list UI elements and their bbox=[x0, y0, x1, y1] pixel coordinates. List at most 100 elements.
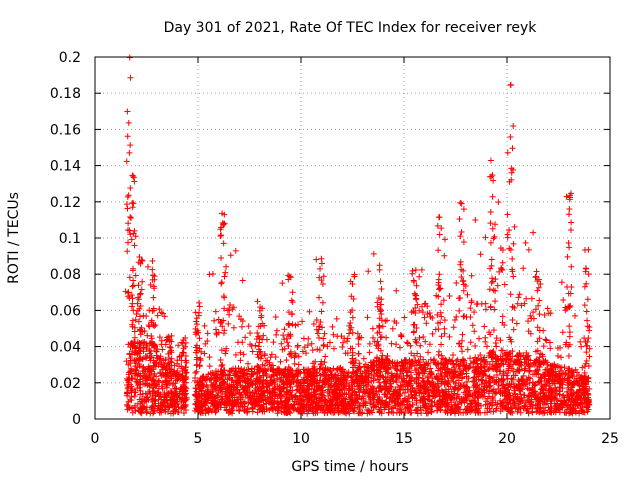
data-point bbox=[483, 377, 490, 384]
data-point bbox=[125, 371, 132, 378]
data-point bbox=[294, 342, 301, 349]
data-point bbox=[365, 379, 372, 386]
data-point bbox=[477, 251, 484, 258]
data-point bbox=[365, 268, 372, 275]
data-point bbox=[154, 355, 161, 362]
data-point bbox=[288, 353, 295, 360]
data-point bbox=[439, 366, 446, 373]
y-tick-label: 0.18 bbox=[50, 86, 81, 102]
data-point bbox=[222, 269, 229, 276]
data-point bbox=[563, 193, 570, 200]
data-point bbox=[328, 403, 335, 410]
data-point bbox=[317, 265, 324, 272]
data-point bbox=[414, 407, 421, 414]
data-point bbox=[457, 368, 464, 375]
data-point bbox=[513, 368, 520, 375]
data-point bbox=[306, 396, 313, 403]
data-point bbox=[235, 372, 242, 379]
data-point bbox=[440, 393, 447, 400]
data-point bbox=[446, 333, 453, 340]
data-point bbox=[377, 307, 384, 314]
data-point bbox=[259, 361, 266, 368]
data-point bbox=[176, 371, 183, 378]
data-point bbox=[346, 330, 353, 337]
data-point bbox=[583, 357, 590, 364]
data-point bbox=[406, 405, 413, 412]
data-point bbox=[239, 277, 246, 284]
data-point bbox=[342, 406, 349, 413]
data-point bbox=[499, 383, 506, 390]
data-point bbox=[525, 318, 532, 325]
data-point bbox=[239, 339, 246, 346]
data-point bbox=[366, 389, 373, 396]
data-point bbox=[248, 343, 255, 350]
data-point bbox=[336, 387, 343, 394]
data-point bbox=[330, 331, 337, 338]
data-point bbox=[378, 285, 385, 292]
data-point bbox=[138, 286, 145, 293]
data-point bbox=[164, 369, 171, 376]
data-point bbox=[376, 409, 383, 416]
data-point bbox=[322, 400, 329, 407]
data-point bbox=[193, 321, 200, 328]
data-point bbox=[130, 200, 137, 207]
data-point bbox=[277, 401, 284, 408]
data-point bbox=[182, 387, 189, 394]
data-point bbox=[126, 54, 133, 61]
data-point bbox=[493, 405, 500, 412]
data-point bbox=[413, 339, 420, 346]
data-point bbox=[259, 379, 266, 386]
data-point bbox=[150, 294, 157, 301]
data-point bbox=[405, 405, 412, 412]
data-point bbox=[180, 410, 187, 417]
data-point bbox=[388, 370, 395, 377]
data-point bbox=[502, 382, 509, 389]
data-point bbox=[208, 382, 215, 389]
data-point bbox=[221, 273, 228, 280]
data-point bbox=[263, 336, 270, 343]
data-point bbox=[280, 385, 287, 392]
data-point bbox=[548, 405, 555, 412]
data-point bbox=[201, 350, 208, 357]
data-point bbox=[508, 169, 515, 176]
x-tick-label: 20 bbox=[498, 431, 516, 447]
data-point bbox=[385, 365, 392, 372]
data-point bbox=[510, 273, 517, 280]
data-point bbox=[140, 380, 147, 387]
data-point bbox=[464, 291, 471, 298]
data-point bbox=[363, 386, 370, 393]
data-point bbox=[418, 303, 425, 310]
data-point bbox=[286, 351, 293, 358]
data-point bbox=[324, 388, 331, 395]
data-point bbox=[243, 370, 250, 377]
data-point bbox=[451, 402, 458, 409]
data-point bbox=[456, 366, 463, 373]
data-point bbox=[530, 309, 537, 316]
data-point bbox=[193, 391, 200, 398]
data-point bbox=[254, 370, 261, 377]
data-point bbox=[566, 323, 573, 330]
data-point bbox=[446, 292, 453, 299]
data-point bbox=[240, 398, 247, 405]
data-point bbox=[279, 280, 286, 287]
data-point bbox=[553, 397, 560, 404]
data-point bbox=[301, 377, 308, 384]
data-point bbox=[373, 370, 380, 377]
data-point bbox=[292, 322, 299, 329]
data-point bbox=[581, 302, 588, 309]
data-point bbox=[289, 321, 296, 328]
data-point bbox=[138, 410, 145, 417]
data-point bbox=[488, 354, 495, 361]
data-point bbox=[156, 409, 163, 416]
data-point bbox=[467, 355, 474, 362]
data-point bbox=[495, 382, 502, 389]
data-point bbox=[416, 389, 423, 396]
data-point bbox=[486, 329, 493, 336]
data-point bbox=[303, 367, 310, 374]
data-points bbox=[122, 54, 593, 417]
data-point bbox=[547, 389, 554, 396]
data-point bbox=[401, 314, 408, 321]
data-point bbox=[268, 373, 275, 380]
data-point bbox=[460, 313, 467, 320]
